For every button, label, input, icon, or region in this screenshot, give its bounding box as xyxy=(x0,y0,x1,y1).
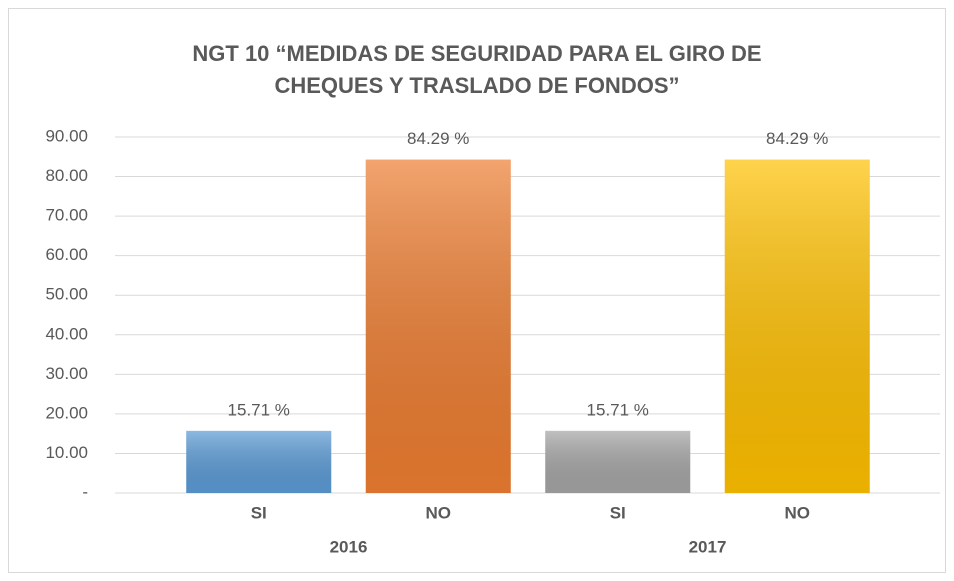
group-label: 2016 xyxy=(330,537,368,556)
bar-shade xyxy=(545,430,691,493)
data-label: 84.29 % xyxy=(766,129,828,148)
group-label: 2017 xyxy=(689,537,727,556)
y-tick-label: 80.00 xyxy=(45,166,88,185)
y-tick-label: 60.00 xyxy=(45,245,88,264)
y-tick-label: 50.00 xyxy=(45,285,88,304)
data-label: 84.29 % xyxy=(407,129,469,148)
x-tick-label: NO xyxy=(785,503,811,522)
y-tick-label: - xyxy=(82,482,88,501)
y-tick-label: 40.00 xyxy=(45,324,88,343)
y-tick-label: 90.00 xyxy=(45,126,88,145)
data-label: 15.71 % xyxy=(228,400,290,419)
bar-shade xyxy=(365,159,511,493)
y-tick-label: 10.00 xyxy=(45,443,88,462)
bar-shade xyxy=(186,430,332,493)
bar-shade xyxy=(724,159,870,493)
chart-title: NGT 10 “MEDIDAS DE SEGURIDAD PARA EL GIR… xyxy=(192,41,762,98)
y-tick-label: 30.00 xyxy=(45,364,88,383)
x-tick-label: SI xyxy=(610,503,626,522)
y-tick-label: 70.00 xyxy=(45,206,88,225)
x-tick-label: SI xyxy=(251,503,267,522)
data-label: 15.71 % xyxy=(587,400,649,419)
y-tick-label: 20.00 xyxy=(45,403,88,422)
x-tick-label: NO xyxy=(426,503,452,522)
